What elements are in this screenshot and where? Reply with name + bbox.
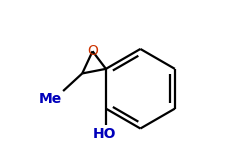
Text: Me: Me (39, 92, 62, 106)
Text: O: O (87, 44, 98, 58)
Text: HO: HO (93, 127, 116, 141)
